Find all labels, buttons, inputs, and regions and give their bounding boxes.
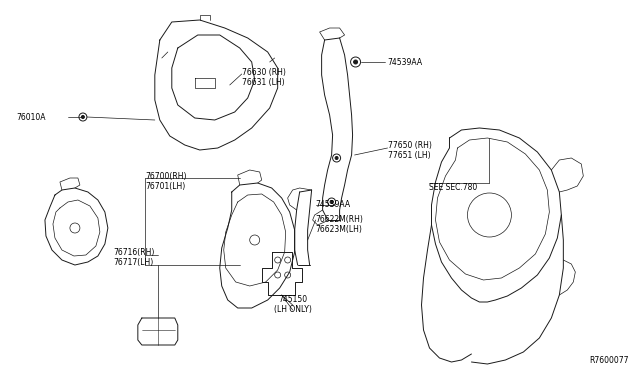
Text: 745150
(LH ONLY): 745150 (LH ONLY) <box>274 295 312 314</box>
Polygon shape <box>431 128 561 302</box>
Polygon shape <box>220 183 294 308</box>
Text: 76716(RH)
76717(LH): 76716(RH) 76717(LH) <box>113 248 154 267</box>
Text: 76010A: 76010A <box>16 113 45 122</box>
Circle shape <box>353 60 358 64</box>
Text: SEE SEC.780: SEE SEC.780 <box>429 183 477 192</box>
Polygon shape <box>172 35 255 120</box>
Polygon shape <box>45 188 108 265</box>
Text: 74539AA: 74539AA <box>388 58 422 67</box>
Polygon shape <box>138 318 178 345</box>
Text: 76622M(RH)
76623M(LH): 76622M(RH) 76623M(LH) <box>316 215 364 234</box>
Polygon shape <box>155 20 278 150</box>
Text: 76630 (RH)
76631 (LH): 76630 (RH) 76631 (LH) <box>242 68 285 87</box>
Circle shape <box>335 157 338 160</box>
Text: 76700(RH)
76701(LH): 76700(RH) 76701(LH) <box>145 172 186 192</box>
Polygon shape <box>195 78 215 88</box>
Text: 77650 (RH)
77651 (LH): 77650 (RH) 77651 (LH) <box>388 141 431 160</box>
Polygon shape <box>262 252 301 295</box>
Circle shape <box>330 201 333 203</box>
Text: R7600077: R7600077 <box>589 356 629 365</box>
Text: 74539AA: 74539AA <box>316 200 351 209</box>
Circle shape <box>81 115 84 119</box>
